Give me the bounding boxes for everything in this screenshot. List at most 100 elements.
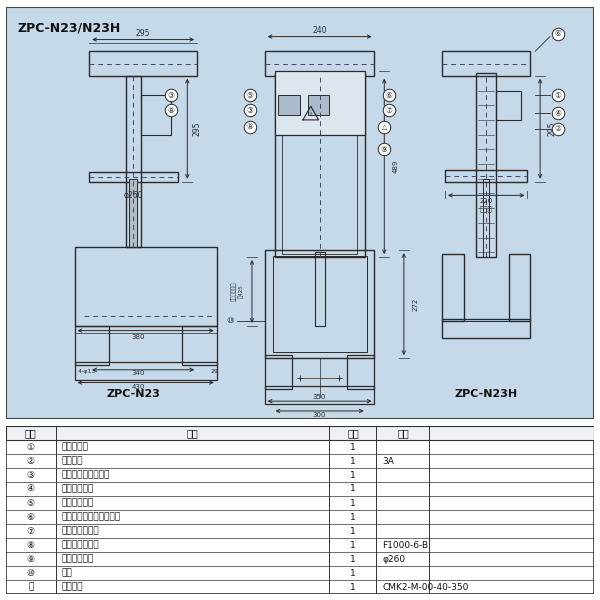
Text: 350: 350	[313, 394, 326, 400]
Bar	[275, 73, 365, 257]
Bar	[89, 172, 178, 182]
Bar	[265, 386, 374, 404]
Text: φ260: φ260	[382, 554, 406, 563]
Text: ②: ②	[554, 124, 561, 133]
Text: 八角形: 八角形	[480, 206, 493, 212]
Text: 489: 489	[393, 159, 399, 173]
Text: エアフィルター: エアフィルター	[62, 541, 100, 550]
Text: !: !	[310, 113, 312, 118]
Text: 240: 240	[313, 26, 327, 35]
Text: 1: 1	[350, 527, 356, 535]
Text: 本体: 本体	[62, 569, 73, 577]
Text: ⑦: ⑦	[386, 106, 392, 115]
Text: ⑥: ⑥	[26, 512, 35, 521]
Text: 項目: 項目	[25, 428, 37, 438]
Text: 1: 1	[350, 457, 356, 466]
Text: CMK2-M-00-40-350: CMK2-M-00-40-350	[382, 583, 469, 592]
Bar	[445, 170, 527, 182]
Text: 電源スイッチ: 電源スイッチ	[62, 484, 94, 493]
Bar	[442, 319, 530, 338]
Text: φ260: φ260	[124, 191, 143, 200]
Bar	[283, 76, 357, 254]
Text: 洗浄スイッチ: 洗浄スイッチ	[62, 499, 94, 508]
Text: 1: 1	[350, 499, 356, 508]
Text: 1: 1	[350, 512, 356, 521]
Text: ⑨: ⑨	[381, 145, 388, 154]
Bar	[509, 254, 530, 321]
Text: 29: 29	[211, 369, 219, 374]
Text: ③: ③	[247, 106, 253, 115]
Text: ZPC-N23: ZPC-N23	[106, 389, 160, 399]
Text: 1: 1	[350, 541, 356, 550]
Bar	[182, 326, 217, 365]
Bar	[265, 355, 292, 389]
Bar	[272, 256, 367, 352]
Text: ③: ③	[26, 470, 35, 479]
Bar	[496, 91, 521, 120]
Text: F1000-6-B: F1000-6-B	[382, 541, 428, 550]
Text: 運転押しボタン: 運転押しボタン	[62, 527, 100, 535]
Text: 300: 300	[313, 412, 326, 418]
Bar	[6, 426, 594, 440]
Text: ヒューズ: ヒューズ	[62, 457, 83, 466]
Text: 電源ランプ: 電源ランプ	[62, 442, 89, 451]
Bar	[89, 51, 197, 76]
Text: ⑥: ⑥	[386, 91, 392, 100]
Text: ⑨: ⑨	[26, 554, 35, 563]
Text: 3A: 3A	[382, 457, 394, 466]
Bar	[347, 355, 374, 389]
Text: ZPC-N23H: ZPC-N23H	[455, 389, 518, 399]
Bar	[141, 95, 170, 134]
Text: ⑦: ⑦	[26, 527, 35, 535]
Text: ④: ④	[554, 109, 561, 118]
Bar	[315, 252, 325, 326]
Text: 295: 295	[193, 121, 202, 136]
Bar	[74, 362, 217, 380]
Text: 1: 1	[350, 470, 356, 479]
Text: ④: ④	[26, 484, 35, 493]
Text: 洗浄回数カウンター: 洗浄回数カウンター	[62, 470, 110, 479]
Bar	[308, 95, 329, 115]
Text: 1: 1	[350, 484, 356, 493]
Text: シリンダ: シリンダ	[62, 583, 83, 592]
Text: 272: 272	[413, 298, 419, 311]
Text: 名前: 名前	[187, 428, 198, 438]
Text: ⑧: ⑧	[247, 122, 253, 131]
Text: 揺動テーブル: 揺動テーブル	[62, 554, 94, 563]
Text: 1: 1	[350, 583, 356, 592]
Text: ⑤: ⑤	[26, 499, 35, 508]
Text: 1: 1	[350, 442, 356, 451]
Text: ②: ②	[26, 457, 35, 466]
Text: 295: 295	[136, 29, 151, 38]
Text: △: △	[382, 124, 387, 130]
Bar	[74, 247, 217, 326]
Bar	[442, 254, 464, 321]
Text: ①: ①	[26, 442, 35, 451]
Text: ⑩: ⑩	[26, 569, 35, 577]
Text: ⑧: ⑧	[26, 541, 35, 550]
Bar	[130, 179, 137, 247]
Bar	[476, 73, 496, 257]
Text: 295: 295	[547, 121, 556, 136]
Bar	[265, 250, 374, 358]
Text: 規格: 規格	[397, 428, 409, 438]
Text: 4-φ13: 4-φ13	[77, 369, 96, 374]
Text: ⑥: ⑥	[554, 29, 561, 38]
Text: ストローク調整タイマー: ストローク調整タイマー	[62, 512, 121, 521]
Text: ⑤: ⑤	[247, 91, 253, 100]
Text: ⑪: ⑪	[28, 583, 34, 592]
Bar	[265, 51, 374, 76]
Text: 380: 380	[131, 334, 145, 340]
Text: 220: 220	[479, 198, 493, 204]
Text: 1: 1	[350, 554, 356, 563]
Text: ①: ①	[554, 91, 561, 100]
Bar	[442, 51, 530, 76]
Text: ⑧: ⑧	[167, 106, 174, 115]
Text: 430: 430	[131, 385, 145, 391]
Text: 340: 340	[131, 370, 145, 376]
Bar	[483, 179, 489, 257]
Bar	[74, 326, 109, 365]
Text: ③: ③	[167, 91, 174, 100]
Text: ⑩: ⑩	[227, 316, 234, 325]
Bar	[278, 95, 300, 115]
